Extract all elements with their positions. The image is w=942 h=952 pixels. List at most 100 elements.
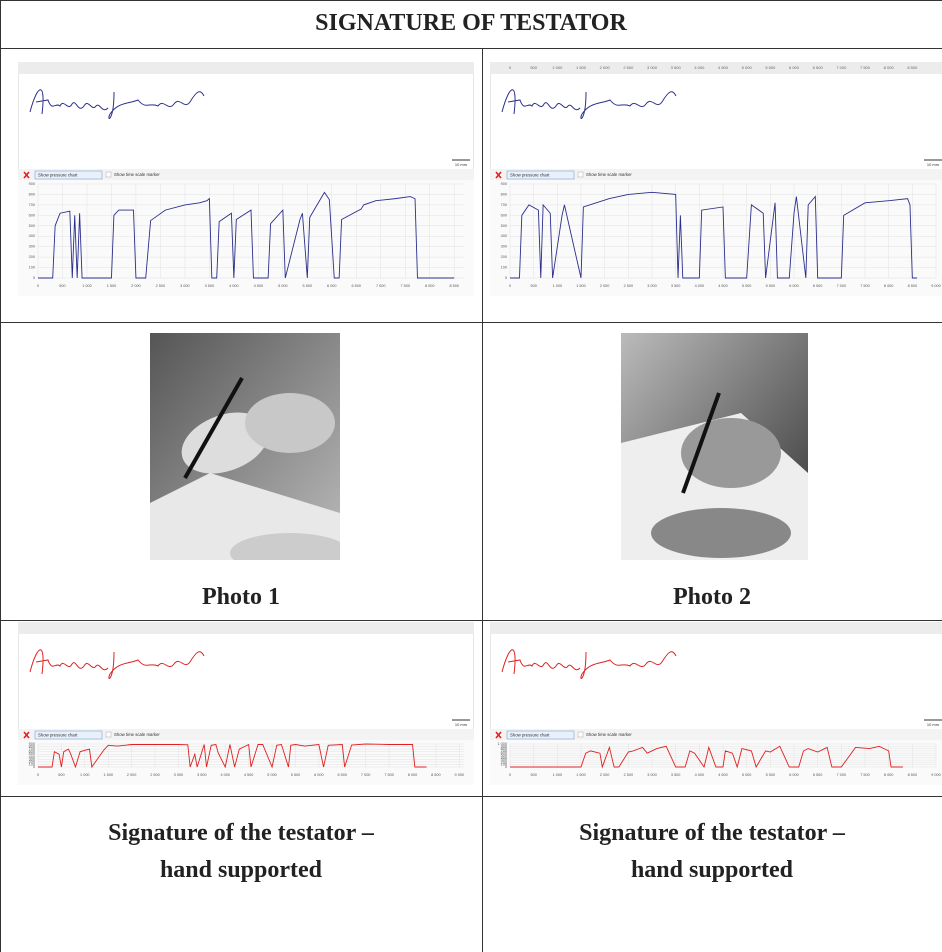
caption-line: Signature of the testator –: [482, 820, 942, 847]
x-tick-label: 6 000: [314, 773, 324, 777]
x-tick-label: 4 500: [718, 284, 728, 288]
y-tick-label: 500: [501, 224, 507, 228]
y-tick-label: 700: [29, 203, 35, 207]
x-tick-label: 5 000: [742, 284, 752, 288]
border: [0, 0, 1, 952]
photo-caption: Photo 1: [0, 584, 482, 611]
border: [0, 322, 942, 323]
x-tick-label: 9 000: [931, 773, 941, 777]
photo: [150, 333, 340, 560]
top-bar: [18, 622, 474, 634]
x-tick-label: 7 500: [400, 284, 410, 288]
ruler-label: 7 000: [836, 65, 847, 70]
caption-line: hand supported: [482, 857, 942, 884]
title: SIGNATURE OF TESTATOR: [0, 10, 942, 37]
ruler-label: 2 000: [600, 65, 611, 70]
x-tick-label: 8 500: [449, 284, 459, 288]
y-tick-label: 200: [501, 255, 507, 259]
ruler-label: 5 000: [742, 65, 753, 70]
ruler-label: 8 500: [907, 65, 918, 70]
scale-label: 10 mm: [927, 162, 940, 167]
ruler-label: 2 500: [623, 65, 634, 70]
y-tick-label: 0: [33, 276, 35, 280]
y-tick-label: 400: [501, 234, 507, 238]
x-tick-label: 3 500: [205, 284, 215, 288]
x-tick-label: 5 000: [742, 773, 752, 777]
border: [0, 620, 942, 621]
x-tick-label: 2 500: [624, 773, 634, 777]
x-tick-label: 500: [58, 773, 64, 777]
y-tick-label: 200: [29, 255, 35, 259]
x-tick-label: 0: [37, 773, 39, 777]
x-tick-label: 2 500: [156, 284, 166, 288]
checkbox-label: Show time scale marker: [586, 732, 632, 737]
photo: [621, 333, 808, 560]
x-tick-label: 3 000: [180, 284, 190, 288]
y-tick-label: 400: [29, 234, 35, 238]
tablet-screenshot: 05001 0001 5002 0002 5003 0003 5004 0004…: [490, 62, 942, 296]
x-tick-label: 3 500: [671, 773, 681, 777]
dropdown-label: Show pressure chart: [38, 733, 78, 738]
x-tick-label: 4 000: [220, 773, 230, 777]
x-tick-label: 2 000: [127, 773, 137, 777]
y-tick-label: 800: [501, 192, 507, 196]
x-tick-label: 7 500: [860, 284, 870, 288]
x-tick-label: 1 000: [553, 773, 563, 777]
tablet-screenshot: 10 mm Show pressure chart Show time scale …: [18, 62, 474, 296]
x-tick-label: 8 500: [908, 284, 918, 288]
x-tick-label: 7 500: [384, 773, 394, 777]
scale-label: 10 mm: [455, 722, 468, 727]
y-tick-label: 100: [29, 266, 35, 270]
x-tick-label: 5 500: [291, 773, 301, 777]
ruler-label: 1 000: [552, 65, 563, 70]
top-bar: [18, 62, 474, 74]
checkbox: [106, 732, 111, 737]
x-tick-label: 4 000: [695, 284, 705, 288]
ruler-label: 8 000: [884, 65, 895, 70]
y-tick-label: 100: [501, 266, 507, 270]
x-tick-label: 3 500: [197, 773, 207, 777]
checkbox-label: Show time scale marker: [586, 172, 632, 177]
x-tick-label: 2 000: [600, 773, 610, 777]
ruler-label: 6 500: [813, 65, 824, 70]
x-tick-label: 7 000: [361, 773, 371, 777]
x-tick-label: 4 500: [244, 773, 254, 777]
checkbox-label: Show time scale marker: [114, 172, 160, 177]
tablet-screenshot: 10 mmShow pressure chartShow time scale …: [490, 622, 942, 785]
y-tick-label: 600: [29, 213, 35, 217]
x-tick-label: 1 000: [80, 773, 90, 777]
x-tick-label: 7 500: [860, 773, 870, 777]
y-tick-label: 600: [501, 213, 507, 217]
caption-line: Signature of the testator –: [0, 820, 482, 847]
y-tick-label: 800: [29, 192, 35, 196]
x-tick-label: 6 000: [789, 773, 799, 777]
x-tick-label: 6 500: [813, 773, 823, 777]
top-bar: [490, 622, 942, 634]
checkbox-label: Show time scale marker: [114, 732, 160, 737]
x-tick-label: 7 000: [837, 284, 847, 288]
photo-caption: Photo 2: [482, 584, 942, 611]
ruler-label: 500: [530, 65, 537, 70]
x-tick-label: 5 500: [766, 773, 776, 777]
x-tick-label: 3 000: [174, 773, 184, 777]
x-tick-label: 1 000: [553, 284, 563, 288]
x-tick-label: 6 500: [813, 284, 823, 288]
y-tick-label: 1 000: [497, 742, 507, 746]
checkbox: [578, 172, 583, 177]
x-tick-label: 2 500: [624, 284, 634, 288]
x-tick-label: 3 000: [647, 773, 657, 777]
checkbox: [578, 732, 583, 737]
border: [0, 0, 942, 1]
scale-label: 10 mm: [455, 162, 468, 167]
dropdown-label: Show pressure chart: [38, 173, 78, 178]
x-tick-label: 5 000: [267, 773, 277, 777]
x-tick-label: 1 500: [576, 284, 586, 288]
border: [0, 796, 942, 797]
x-tick-label: 0: [509, 773, 511, 777]
x-tick-label: 0: [37, 284, 39, 288]
ruler-label: 1 500: [576, 65, 587, 70]
x-tick-label: 1 000: [82, 284, 92, 288]
x-tick-label: 3 000: [647, 284, 657, 288]
x-tick-label: 8 000: [884, 773, 894, 777]
x-tick-label: 5 500: [766, 284, 776, 288]
